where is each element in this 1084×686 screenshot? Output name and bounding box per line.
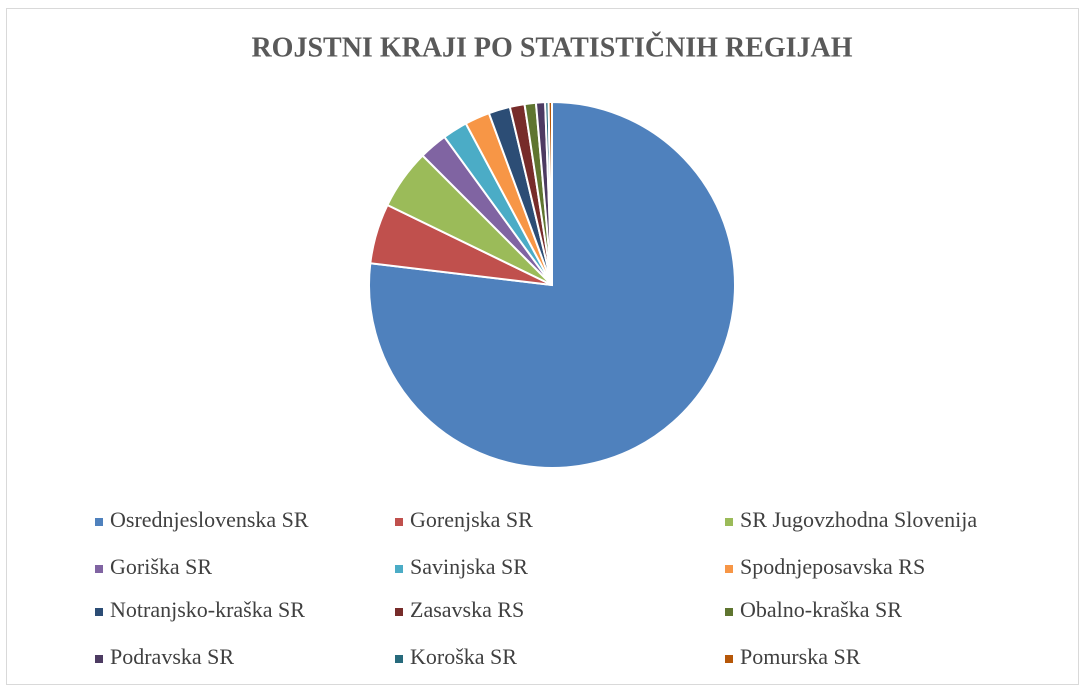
legend-swatch [395, 608, 403, 616]
legend-swatch [95, 655, 103, 663]
chart-title: ROJSTNI KRAJI PO STATISTIČNIH REGIJAH [251, 32, 852, 63]
legend-swatch [395, 655, 403, 663]
legend-label: Pomurska SR [740, 644, 861, 669]
pie-slice [547, 100, 553, 286]
legend-label: Koroška SR [410, 644, 517, 669]
legend-swatch [725, 565, 733, 573]
legend-swatch [725, 655, 733, 663]
legend-swatch [395, 565, 403, 573]
legend-swatch [95, 518, 103, 526]
pie-slice [368, 100, 736, 469]
legend-swatch [725, 608, 733, 616]
legend-swatch [395, 518, 403, 526]
legend-label: SR Jugovzhodna Slovenija [740, 507, 977, 532]
legend-label: Notranjsko-kraška SR [110, 597, 305, 622]
legend-label: Zasavska RS [410, 597, 524, 622]
legend-label: Podravska SR [110, 644, 234, 669]
legend-label: Osrednjeslovenska SR [110, 507, 309, 532]
legend-swatch [95, 565, 103, 573]
legend-swatch [95, 608, 103, 616]
legend-label: Savinjska SR [410, 554, 528, 579]
legend-swatch [725, 518, 733, 526]
legend-label: Obalno-kraška SR [740, 597, 902, 622]
legend-label: Gorenjska SR [410, 507, 533, 532]
legend-label: Goriška SR [110, 554, 212, 579]
legend-label: Spodnjeposavska RS [740, 554, 925, 579]
